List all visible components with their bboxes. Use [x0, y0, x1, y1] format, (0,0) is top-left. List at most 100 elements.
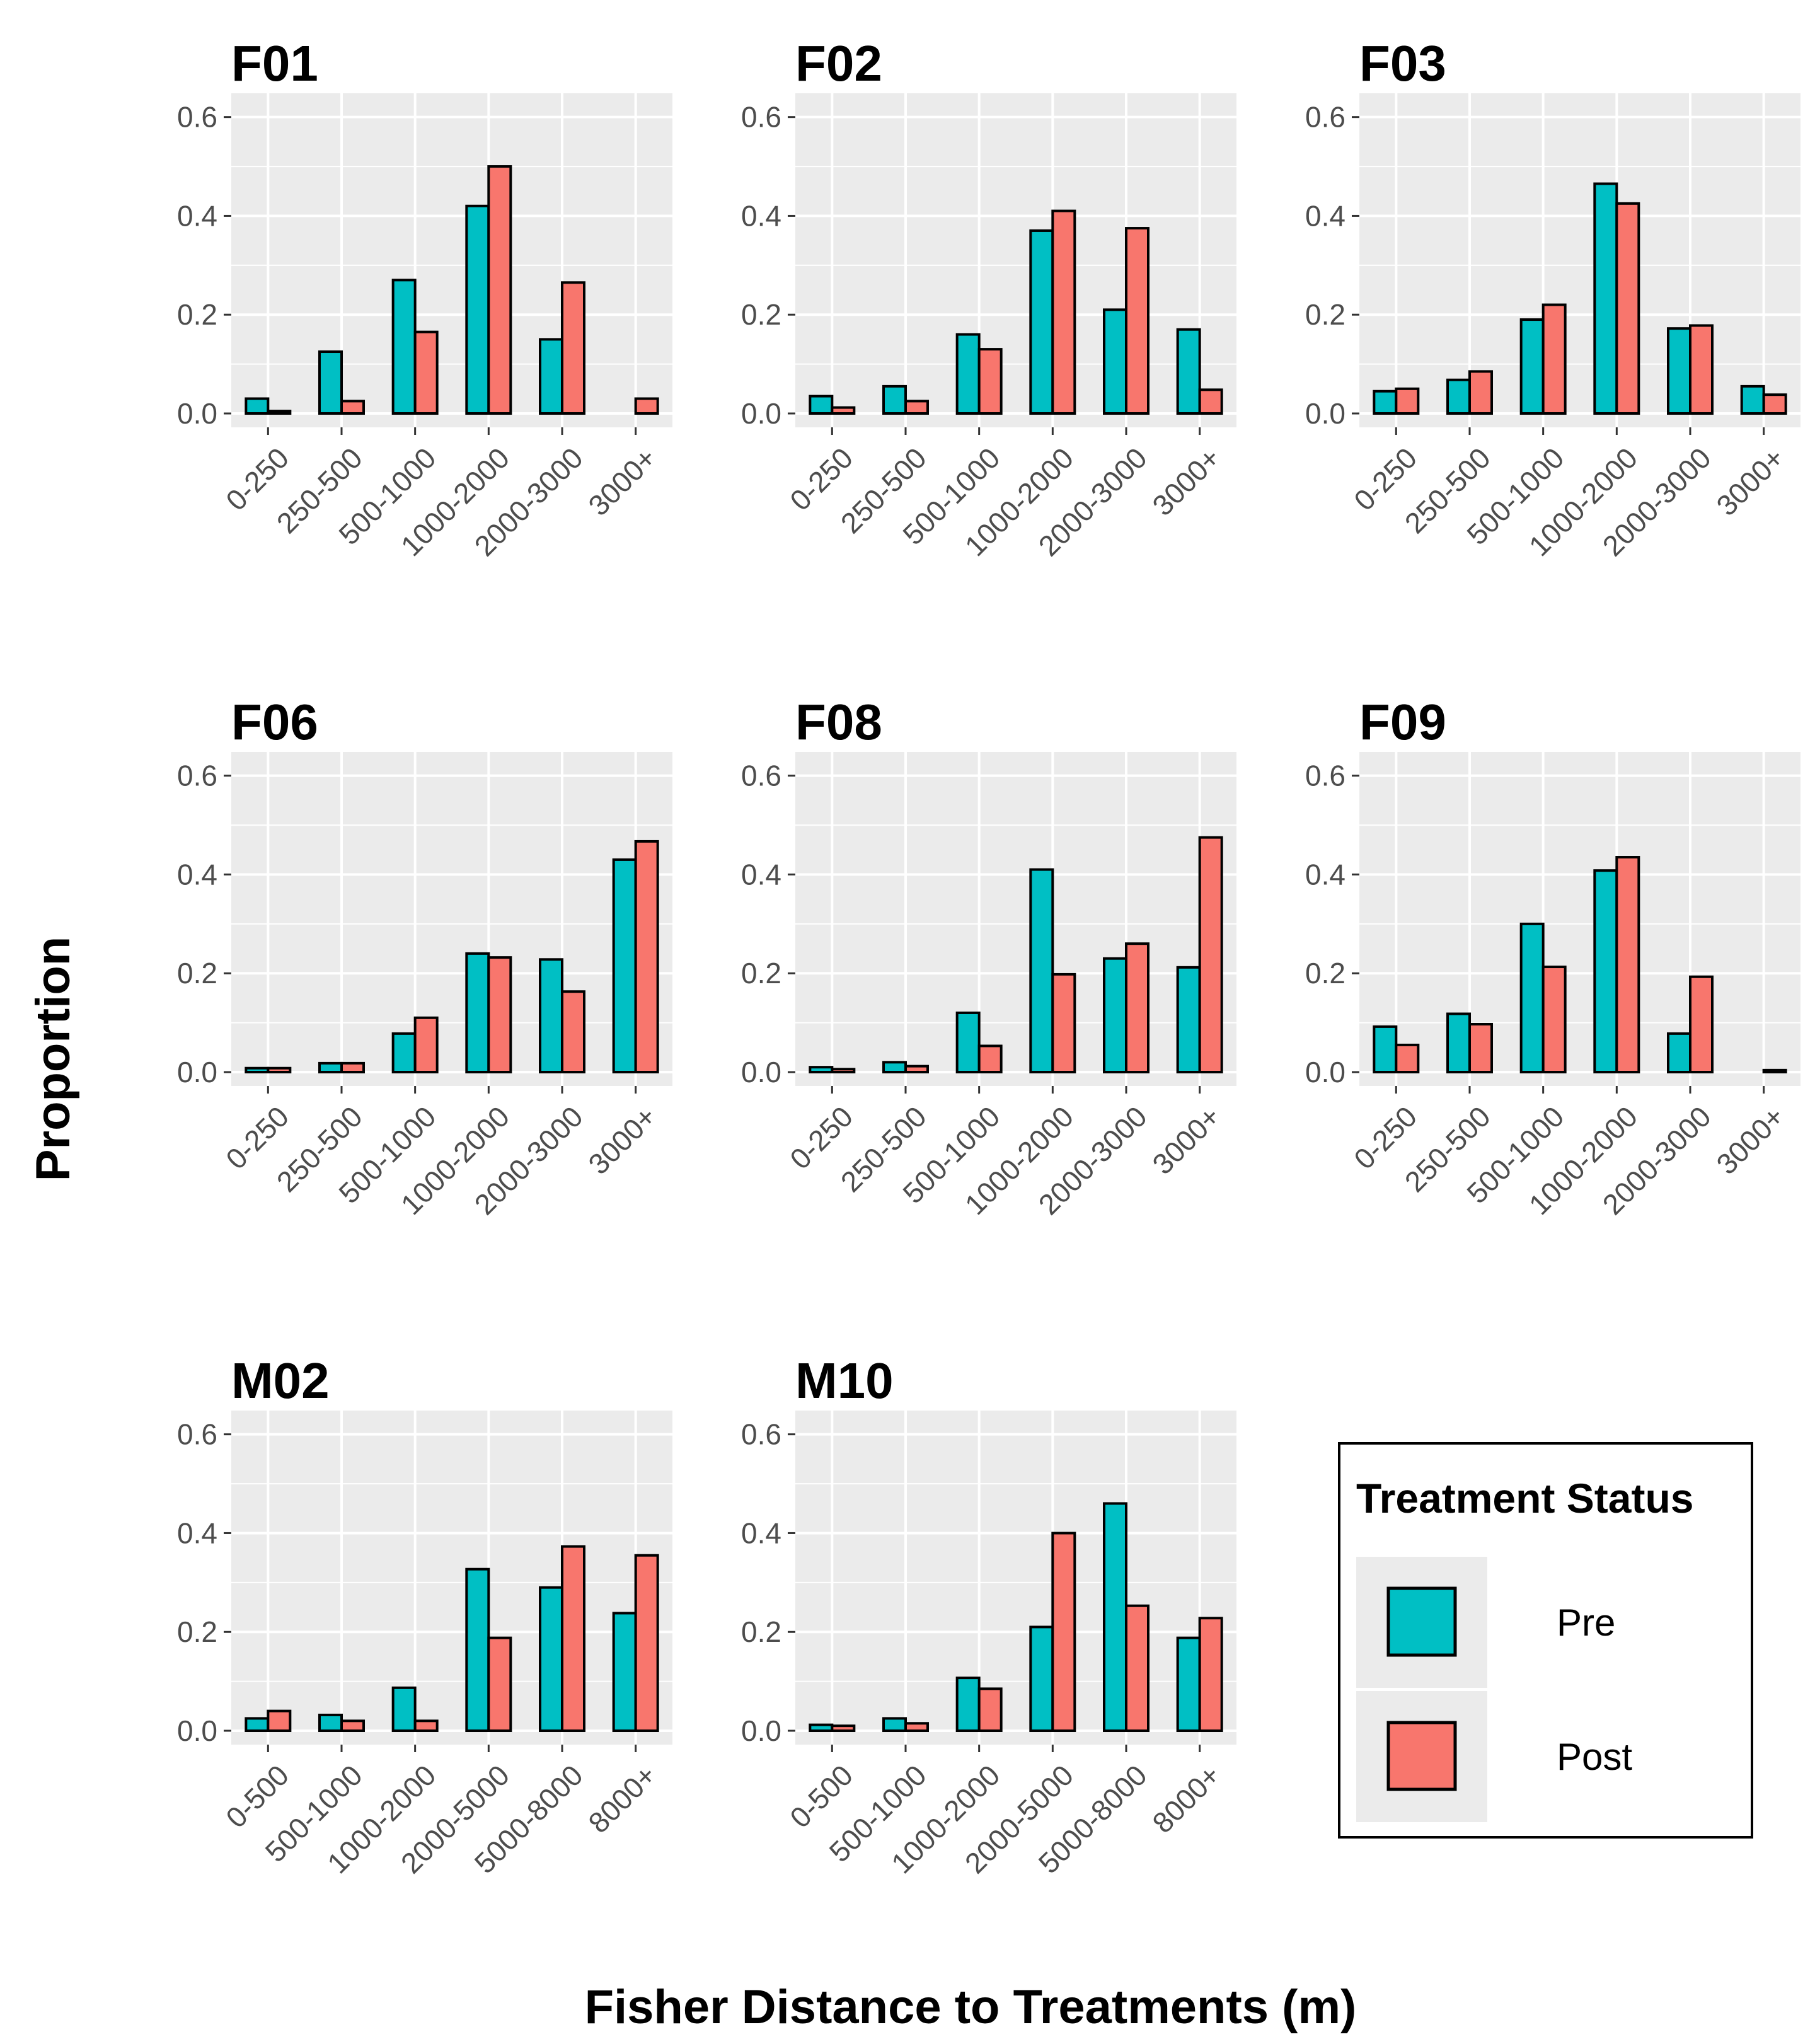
bar-m10-post-5000-8000 [1125, 1604, 1150, 1733]
bar-f03-post-1000-2000 [1615, 202, 1640, 415]
y-tick-label: 0.6 [741, 101, 781, 134]
bar-f06-post-2000-3000 [561, 990, 585, 1073]
y-tick-label: 0.6 [177, 101, 217, 134]
panel-title-f03: F03 [1359, 35, 1446, 91]
bar-f01-post-250-500 [340, 400, 365, 415]
bar-m10-pre-2000-5000 [1029, 1625, 1054, 1733]
y-tick-label: 0.6 [177, 1418, 217, 1451]
x-tick-label: 8000+ [1146, 1758, 1226, 1839]
y-tick-label: 0.0 [177, 1056, 217, 1088]
panel-title-f09: F09 [1359, 694, 1446, 750]
bar-f02-pre-2000-3000 [1103, 308, 1127, 415]
bar-m10-post-2000-5000 [1051, 1532, 1076, 1733]
bar-f08-pre-0-250 [809, 1066, 834, 1073]
panel-m10: M100.00.20.40.60-500500-10001000-2000200… [741, 1353, 1236, 1879]
y-tick-label: 0.2 [177, 1615, 217, 1648]
y-tick-label: 0.4 [1305, 199, 1345, 232]
bar-f03-pre-3000+ [1740, 384, 1765, 415]
panel-background [231, 93, 672, 427]
y-tick-label: 0.4 [1305, 858, 1345, 891]
panel-f06: F060.00.20.40.60-250250-500500-10001000-… [177, 694, 672, 1221]
bar-m10-post-0-500 [831, 1724, 856, 1733]
bar-f01-post-3000+ [634, 397, 659, 415]
bar-f08-post-3000+ [1198, 836, 1223, 1073]
bar-f06-post-1000-2000 [487, 956, 512, 1074]
bar-m02-post-1000-2000 [413, 1719, 439, 1732]
bar-f03-post-2000-3000 [1689, 324, 1714, 415]
bar-m02-pre-8000+ [612, 1612, 637, 1733]
bar-f03-pre-1000-2000 [1593, 182, 1618, 415]
bar-f06-post-3000+ [634, 840, 659, 1073]
y-tick-label: 0.6 [177, 759, 217, 792]
panel-title-f01: F01 [231, 35, 318, 91]
panel-f09: F090.00.20.40.60-250250-500500-10001000-… [1305, 694, 1801, 1221]
bar-f06-post-250-500 [340, 1061, 365, 1074]
x-axis-title: Fisher Distance to Treatments (m) [585, 1980, 1357, 2034]
bar-f02-post-2000-3000 [1125, 227, 1150, 415]
bar-f08-post-500-1000 [977, 1044, 1003, 1073]
bar-f09-pre-1000-2000 [1593, 869, 1618, 1074]
y-tick-label: 0.0 [177, 1714, 217, 1747]
y-tick-label: 0.4 [177, 1516, 217, 1549]
bar-f06-post-0-250 [267, 1066, 292, 1073]
bar-f09-post-1000-2000 [1615, 856, 1640, 1073]
bar-f09-pre-2000-3000 [1667, 1032, 1691, 1073]
bar-f01-post-500-1000 [413, 330, 439, 415]
bar-f08-post-1000-2000 [1051, 973, 1076, 1074]
y-tick-label: 0.2 [177, 298, 217, 331]
bar-f03-post-3000+ [1762, 393, 1787, 415]
bar-m02-post-500-1000 [340, 1719, 365, 1732]
bar-m10-pre-5000-8000 [1103, 1502, 1127, 1733]
panel-title-m02: M02 [231, 1353, 330, 1409]
bar-f09-post-3000+ [1762, 1068, 1787, 1073]
y-tick-label: 0.0 [741, 1714, 781, 1747]
bar-f08-post-0-250 [831, 1068, 856, 1073]
y-tick-label: 0.0 [1305, 1056, 1345, 1088]
bar-f03-post-0-250 [1395, 387, 1420, 415]
bar-m02-post-0-500 [267, 1709, 292, 1733]
bar-f06-pre-500-1000 [391, 1032, 417, 1073]
x-tick-label: 3000+ [582, 441, 662, 522]
bar-f01-post-1000-2000 [487, 165, 512, 415]
bar-m02-pre-1000-2000 [391, 1686, 417, 1732]
panel-background [231, 752, 672, 1086]
bar-f02-pre-3000+ [1176, 328, 1201, 415]
x-tick-label: 3000+ [582, 1100, 662, 1181]
bar-f03-post-250-500 [1468, 370, 1493, 415]
bar-f02-post-500-1000 [977, 348, 1003, 415]
bar-m10-pre-1000-2000 [955, 1677, 981, 1732]
y-axis-title: Proportion [26, 937, 80, 1181]
bar-f03-pre-0-250 [1373, 390, 1398, 415]
bar-f06-post-500-1000 [413, 1016, 439, 1073]
panel-f01: F010.00.20.40.60-250250-500500-10001000-… [177, 35, 672, 562]
bar-f01-post-0-250 [267, 410, 292, 415]
panel-background [795, 752, 1236, 1086]
bar-f02-pre-250-500 [882, 384, 907, 415]
panel-m02: M020.00.20.40.60-500500-10001000-2000200… [177, 1353, 672, 1879]
panels: F010.00.20.40.60-250250-500500-10001000-… [177, 35, 1801, 1879]
x-tick-label: 3000+ [1146, 1100, 1226, 1181]
panel-f08: F080.00.20.40.60-250250-500500-10001000-… [741, 694, 1236, 1221]
bar-m02-post-8000+ [634, 1554, 659, 1733]
y-tick-label: 0.2 [741, 1615, 781, 1648]
bar-m10-post-1000-2000 [977, 1687, 1003, 1732]
y-tick-label: 0.2 [741, 298, 781, 331]
bar-f08-pre-1000-2000 [1029, 868, 1054, 1073]
bar-f03-pre-250-500 [1446, 378, 1471, 415]
bar-m02-pre-2000-5000 [465, 1568, 490, 1732]
y-tick-label: 0.2 [1305, 298, 1345, 331]
y-tick-label: 0.2 [741, 957, 781, 990]
bar-f08-pre-2000-3000 [1103, 957, 1127, 1074]
bar-f01-pre-0-250 [245, 397, 270, 415]
bar-f06-pre-0-250 [245, 1066, 270, 1073]
bar-m02-pre-0-500 [245, 1717, 270, 1733]
bar-f09-post-2000-3000 [1689, 975, 1714, 1073]
legend: Treatment Status Pre Post [1338, 1442, 1753, 1839]
bar-m10-post-8000+ [1198, 1617, 1223, 1732]
bar-f09-post-250-500 [1468, 1022, 1493, 1073]
x-tick-label: 3000+ [1710, 441, 1790, 522]
bar-f08-pre-250-500 [882, 1061, 907, 1074]
panel-title-m10: M10 [795, 1353, 894, 1409]
bar-f08-pre-500-1000 [955, 1011, 981, 1073]
bar-f09-pre-250-500 [1446, 1012, 1471, 1073]
